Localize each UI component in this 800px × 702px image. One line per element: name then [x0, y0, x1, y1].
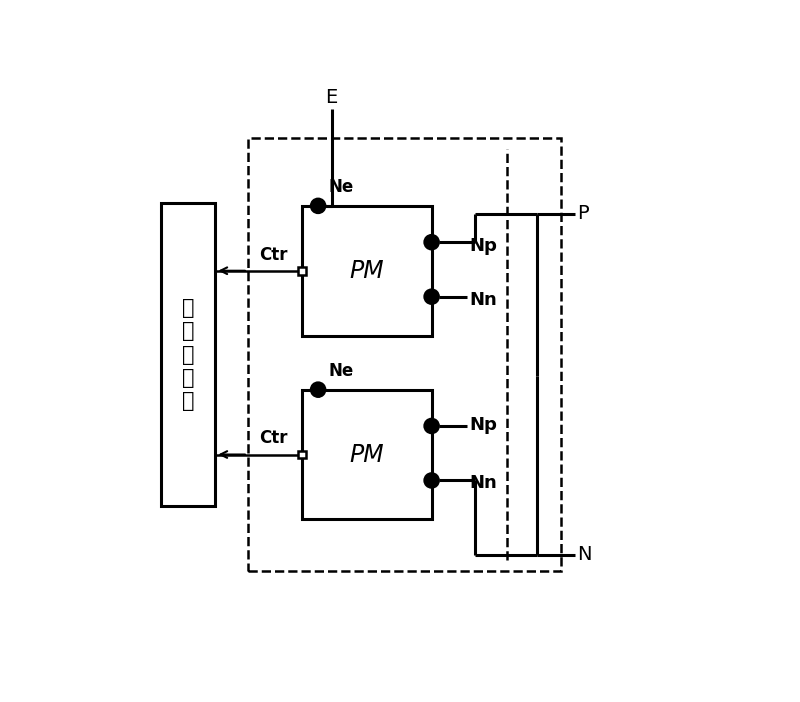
Text: P: P	[578, 204, 589, 223]
Bar	[248, 138, 562, 571]
Text: 阀
基
控
制
器: 阀 基 控 制 器	[182, 298, 194, 411]
Bar	[302, 390, 432, 519]
Text: PM: PM	[350, 442, 384, 467]
Circle shape	[425, 419, 438, 433]
Text: Np: Np	[470, 237, 498, 256]
Text: Np: Np	[470, 416, 498, 434]
Bar	[162, 203, 215, 506]
Circle shape	[425, 235, 438, 249]
Text: Ne: Ne	[329, 362, 354, 380]
Bar	[298, 451, 306, 458]
Circle shape	[425, 290, 438, 304]
Text: Nn: Nn	[470, 474, 498, 491]
Text: Ne: Ne	[329, 178, 354, 196]
Bar	[298, 267, 306, 274]
Text: N: N	[578, 545, 592, 564]
Text: E: E	[326, 88, 338, 107]
Text: Ctr: Ctr	[259, 430, 288, 447]
Circle shape	[311, 199, 325, 213]
Circle shape	[425, 473, 438, 487]
Text: PM: PM	[350, 259, 384, 283]
Bar	[302, 206, 432, 336]
Text: Ctr: Ctr	[259, 246, 288, 264]
Circle shape	[311, 383, 325, 397]
Text: Nn: Nn	[470, 291, 498, 310]
